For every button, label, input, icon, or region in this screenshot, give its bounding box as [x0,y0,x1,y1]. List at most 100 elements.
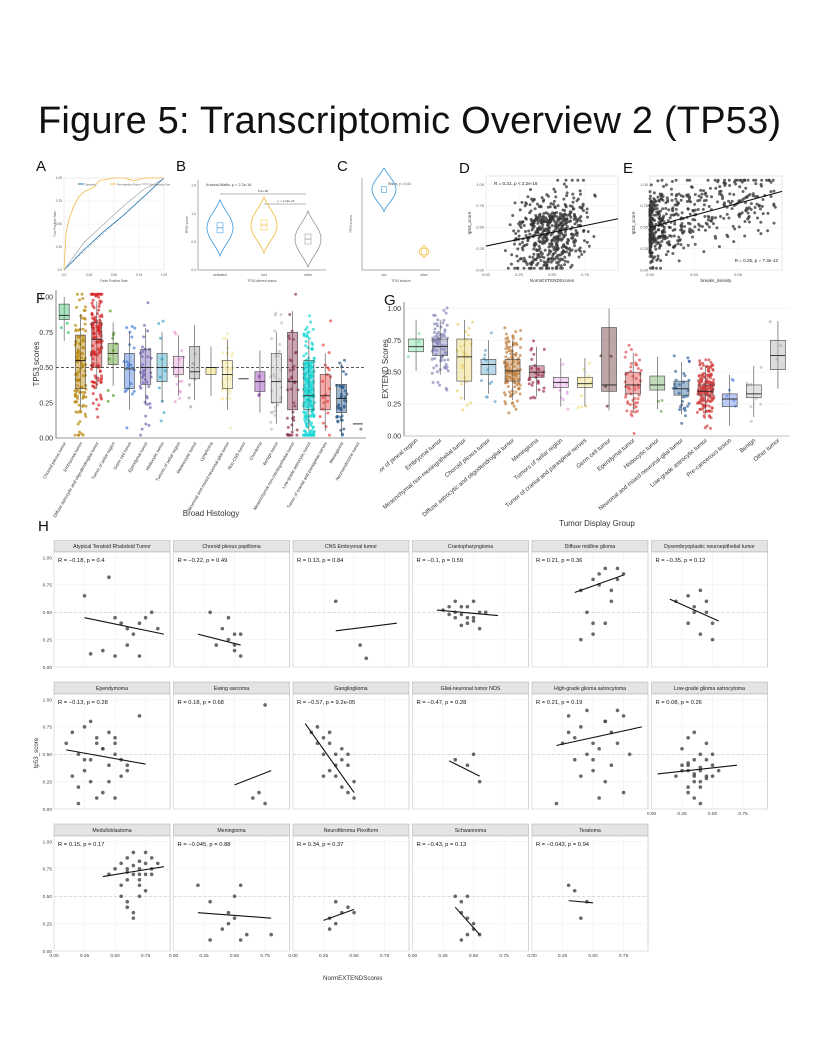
y-tick-label: 1.00 [43,839,53,845]
y-tick-label: 0.50 [39,365,53,372]
data-point [655,207,659,211]
violin-other [418,244,430,259]
data-point [465,615,470,620]
facet-plot-area [412,551,529,668]
data-point [144,414,148,418]
x-tick-label: 0.00 [482,272,491,277]
data-point [746,217,750,221]
data-point [511,213,515,217]
data-point [307,369,311,373]
data-point [697,222,701,226]
data-point [311,327,315,331]
data-point [651,266,655,270]
data-point [682,371,686,375]
data-point [446,358,450,362]
data-point [571,200,575,204]
data-point [83,322,87,326]
data-point [534,214,538,218]
data-point [224,361,228,365]
data-point [196,883,200,888]
data-point [96,347,100,351]
data-point [434,353,438,357]
data-point [702,398,706,402]
data-point [629,412,633,416]
x-tick-label: 0.0 [62,273,67,277]
data-point [706,178,710,182]
data-point [585,240,589,244]
data-point [80,316,84,320]
data-point [680,763,684,767]
data-point [274,355,278,359]
data-point [522,223,526,227]
data-point [312,388,316,392]
panel-label-d: D [459,160,470,177]
data-point [179,390,183,394]
data-point [567,253,571,257]
data-point [326,399,330,403]
data-point [714,186,718,190]
stat-annotation: R = 0.31, p < 2.2e-16 [494,181,538,186]
data-point [513,201,517,205]
data-point [310,409,314,413]
data-point [342,427,346,431]
data-point [226,615,231,620]
data-point [221,351,225,355]
data-point [759,402,763,406]
data-point [506,266,510,270]
data-point [562,245,566,249]
data-point [760,178,764,182]
data-point [142,368,146,372]
data-point [693,242,697,246]
data-point [433,313,437,317]
data-point [579,219,583,223]
data-point [94,319,98,323]
facet-title: Diffuse midline glioma [565,544,616,550]
data-point [609,588,614,593]
data-point [692,796,697,800]
data-point [554,801,559,806]
data-point [539,250,543,254]
data-point [304,433,308,437]
data-point [765,178,769,182]
data-point [436,330,440,334]
data-point [558,217,562,221]
data-point [83,316,87,320]
data-point [727,178,731,182]
data-point [270,337,274,341]
x-tick-label: 0.50 [588,953,598,959]
data-point [142,374,146,378]
data-point [304,344,308,348]
data-point [81,390,85,394]
data-point [553,251,557,255]
data-point [561,258,565,262]
data-point [514,351,518,355]
data-point [702,375,706,379]
data-point [75,384,79,388]
data-point [113,752,117,757]
data-point [743,220,747,224]
data-point [226,910,231,915]
data-point [686,736,690,740]
data-point [553,190,557,194]
data-point [743,178,747,182]
data-point [661,229,665,233]
data-point [309,404,313,408]
data-point [659,235,663,239]
data-point [327,351,331,355]
facet-plot-area [651,693,768,810]
y-tick-label: 0.75 [43,583,53,589]
data-point [741,190,745,194]
data-point [693,225,697,229]
data-point [553,239,557,243]
data-point [542,260,546,264]
data-point [710,406,714,410]
data-point [77,403,81,407]
data-point [542,386,546,390]
data-point [81,433,85,437]
data-point [660,398,664,402]
data-point [698,373,702,377]
panel-a-roc-chart: Stranded Pos-selection Poly-A Pos-selectio… [53,176,170,283]
data-point [303,429,307,433]
data-point [561,398,565,402]
data-point [78,430,82,434]
